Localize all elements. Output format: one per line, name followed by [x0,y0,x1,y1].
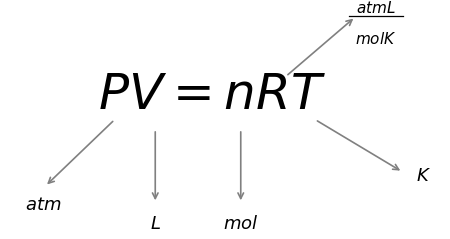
Text: $\mathit{L}$: $\mathit{L}$ [150,215,161,233]
Text: $\mathit{atmL}$: $\mathit{atmL}$ [356,0,396,16]
Text: $\mathit{molK}$: $\mathit{molK}$ [355,31,396,47]
Text: $\mathit{atm}$: $\mathit{atm}$ [25,196,61,214]
Text: $\mathbf{\mathit{PV = nRT}}$: $\mathbf{\mathit{PV = nRT}}$ [98,71,325,120]
Text: $\mathit{mol}$: $\mathit{mol}$ [223,215,258,233]
Text: $\mathit{K}$: $\mathit{K}$ [416,167,431,185]
